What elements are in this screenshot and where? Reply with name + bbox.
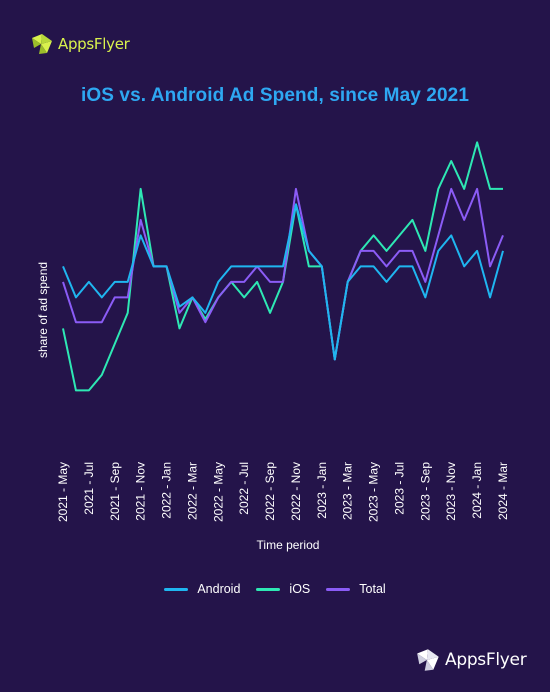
x-tick-label: 2022 - Jul xyxy=(237,462,251,515)
x-tick-label: 2023 - Jul xyxy=(392,462,406,515)
legend-item-ios: iOS xyxy=(256,582,310,596)
legend-item-android: Android xyxy=(164,582,240,596)
x-axis-label: Time period xyxy=(257,538,320,552)
appsflyer-logo-top: AppsFlyer xyxy=(30,32,130,56)
series-line-total xyxy=(62,187,504,361)
logo-text: AppsFlyer xyxy=(58,35,130,53)
logo-text: AppsFlyer xyxy=(445,650,527,670)
x-tick-label: 2023 - Sep xyxy=(418,462,432,521)
appsflyer-logo-icon xyxy=(32,34,52,54)
x-tick-label: 2022 - Mar xyxy=(185,462,199,520)
x-tick-label: 2023 - Nov xyxy=(444,462,458,521)
x-tick-label: 2023 - Jan xyxy=(315,462,329,519)
x-tick-label: 2022 - Nov xyxy=(289,462,303,521)
x-tick-label: 2022 - Jan xyxy=(160,462,174,519)
series-line-android xyxy=(62,203,504,361)
x-tick-label: 2024 - Jan xyxy=(470,462,484,519)
legend-label-total: Total xyxy=(359,582,386,596)
legend-swatch-total xyxy=(326,587,351,591)
appsflyer-logo-bottom: AppsFlyer xyxy=(415,646,527,674)
x-tick-label: 2021 - Jul xyxy=(82,462,96,515)
x-tick-label: 2021 - May xyxy=(56,462,70,522)
chart-title: iOS vs. Android Ad Spend, since May 2021 xyxy=(81,85,469,106)
x-tick-label: 2021 - Nov xyxy=(134,462,148,521)
x-tick-label: 2022 - May xyxy=(211,462,225,522)
y-axis-label: share of ad spend xyxy=(36,262,50,358)
legend-swatch-android xyxy=(164,587,189,591)
x-tick-label: 2023 - May xyxy=(367,462,381,522)
legend-label-ios: iOS xyxy=(289,582,311,596)
legend-swatch-ios xyxy=(256,587,281,591)
x-tick-label: 2021 - Sep xyxy=(108,462,122,521)
legend-label-android: Android xyxy=(197,582,241,596)
chart-legend: Android iOS Total xyxy=(0,582,550,596)
appsflyer-logo-icon xyxy=(417,649,439,671)
x-tick-label: 2024 - Mar xyxy=(496,462,510,520)
x-tick-label: 2023 - Mar xyxy=(341,462,355,520)
legend-item-total: Total xyxy=(326,582,386,596)
x-tick-label: 2022 - Sep xyxy=(263,462,277,521)
